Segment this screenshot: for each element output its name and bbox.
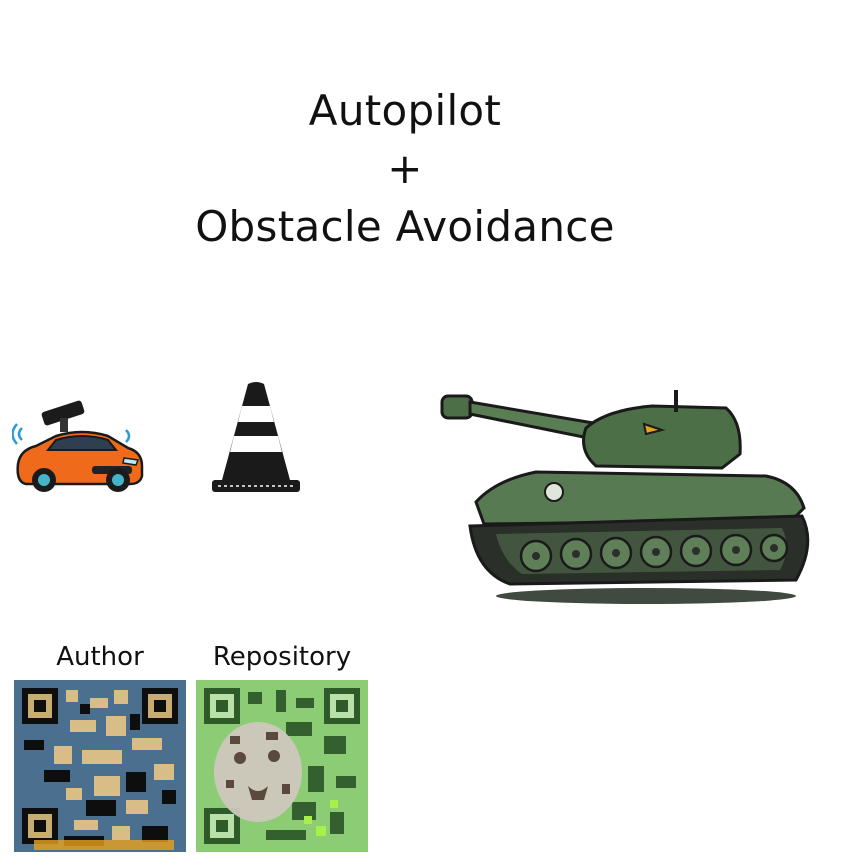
page-title: Autopilot + Obstacle Avoidance <box>0 82 810 256</box>
qr-label-repository: Repository <box>212 642 352 672</box>
author-qr-code[interactable] <box>14 680 186 852</box>
robot-car-with-lidar-icon <box>11 396 146 496</box>
repository-qr-code[interactable] <box>196 680 368 852</box>
qr-label-author: Author <box>56 642 144 672</box>
title-line-plus: + <box>387 144 423 193</box>
traffic-cone-icon <box>208 380 304 500</box>
title-line-obstacle-avoidance: Obstacle Avoidance <box>195 202 615 251</box>
title-line-autopilot: Autopilot <box>308 86 502 135</box>
tank-icon <box>436 384 820 606</box>
